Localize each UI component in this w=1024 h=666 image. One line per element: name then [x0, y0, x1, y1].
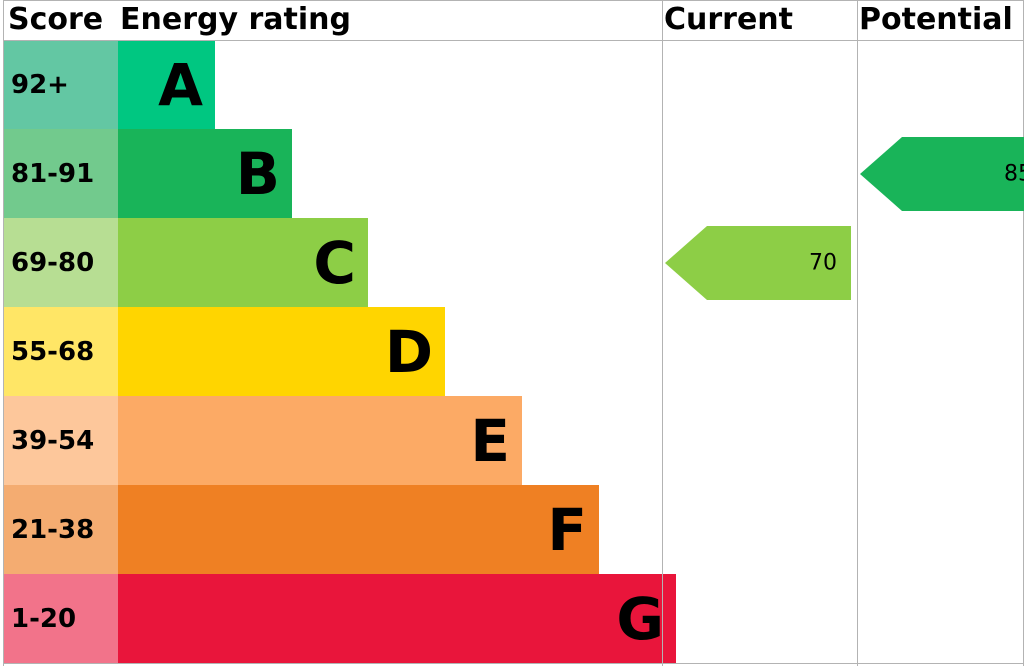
- score-cell: 69-80: [3, 218, 118, 307]
- rating-bar-b: B: [118, 129, 292, 218]
- rating-bar-c: C: [118, 218, 368, 307]
- energy-rating-chart: Score Energy rating Current Potential 92…: [0, 0, 1024, 666]
- band-row-f: 21-38 F: [0, 485, 1024, 574]
- score-range: 69-80: [11, 248, 94, 278]
- hline-top: [3, 0, 1024, 1]
- potential-value: 85: [1004, 161, 1024, 186]
- header-potential: Potential: [859, 0, 1013, 40]
- band-row-e: 39-54 E: [0, 396, 1024, 485]
- band-row-d: 55-68 D: [0, 307, 1024, 396]
- score-range: 39-54: [11, 426, 94, 456]
- rating-letter: F: [547, 501, 587, 559]
- score-range: 92+: [11, 70, 69, 100]
- score-cell: 81-91: [3, 129, 118, 218]
- hline-bottom: [3, 663, 1024, 664]
- score-cell: 1-20: [3, 574, 118, 663]
- rating-bar-d: D: [118, 307, 445, 396]
- rating-letter: A: [158, 56, 203, 114]
- rating-letter: E: [470, 412, 510, 470]
- potential-pointer: 85: [860, 137, 1024, 211]
- rating-bar-f: F: [118, 485, 599, 574]
- header-rating: Energy rating: [120, 0, 351, 40]
- rating-letter: G: [616, 590, 664, 648]
- score-range: 1-20: [11, 604, 76, 634]
- rating-letter: B: [236, 145, 280, 203]
- score-cell: 92+: [3, 40, 118, 129]
- vline-current-right: [857, 0, 858, 666]
- score-range: 21-38: [11, 515, 94, 545]
- rating-bar-a: A: [118, 40, 215, 129]
- score-cell: 39-54: [3, 396, 118, 485]
- score-range: 55-68: [11, 337, 94, 367]
- score-cell: 21-38: [3, 485, 118, 574]
- header-score: Score: [8, 0, 103, 40]
- header-current: Current: [664, 0, 793, 40]
- vline-left: [3, 0, 4, 666]
- rating-letter: C: [313, 234, 356, 292]
- rating-letter: D: [385, 323, 433, 381]
- hline-header: [3, 40, 1024, 41]
- current-value: 70: [809, 250, 837, 275]
- header-row: Score Energy rating Current Potential: [0, 0, 1024, 40]
- current-pointer: 70: [665, 226, 851, 300]
- rating-bar-e: E: [118, 396, 522, 485]
- score-cell: 55-68: [3, 307, 118, 396]
- rating-bar-g: G: [118, 574, 676, 663]
- band-row-a: 92+ A: [0, 40, 1024, 129]
- band-row-c: 69-80 C: [0, 218, 1024, 307]
- band-row-g: 1-20 G: [0, 574, 1024, 663]
- vline-current-left: [662, 0, 663, 666]
- score-range: 81-91: [11, 159, 94, 189]
